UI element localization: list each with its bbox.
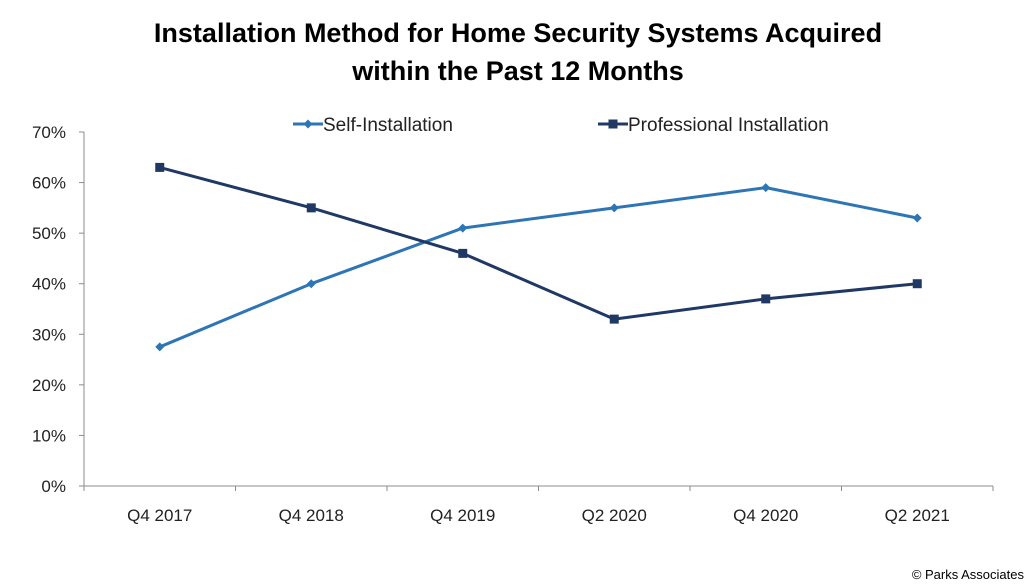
legend-label: Self-Installation <box>323 115 453 136</box>
x-tick-label: Q2 2021 <box>885 506 950 525</box>
legend-marker <box>303 119 313 129</box>
x-tick-label: Q4 2019 <box>430 506 495 525</box>
series-line-2 <box>159 165 918 321</box>
legend-marker <box>608 119 618 129</box>
data-point <box>155 342 165 352</box>
y-tick-label: 60% <box>32 174 66 193</box>
y-tick-label: 70% <box>32 123 66 142</box>
data-point <box>761 183 771 193</box>
y-tick-label: 40% <box>32 275 66 294</box>
chart-title-line-2: within the Past 12 Months <box>352 56 684 86</box>
y-tick-label: 30% <box>32 325 66 344</box>
x-tick-label: Q2 2020 <box>582 506 647 525</box>
copyright-credit: © Parks Associates <box>911 567 1024 582</box>
legend-label: Professional Installation <box>628 115 829 136</box>
x-tick-label: Q4 2020 <box>733 506 798 525</box>
data-point <box>306 279 316 289</box>
data-point <box>306 203 316 213</box>
x-tick-label: Q4 2018 <box>279 506 344 525</box>
data-point <box>761 294 771 304</box>
data-point <box>155 162 165 172</box>
data-point <box>609 203 619 213</box>
x-tick-label: Q4 2017 <box>127 506 192 525</box>
chart-title: Installation Method for Home Security Sy… <box>0 14 1036 90</box>
series-line-1 <box>159 186 918 349</box>
data-point <box>609 314 619 324</box>
y-tick-label: 20% <box>32 376 66 395</box>
data-point <box>912 279 922 289</box>
chart-title-line-1: Installation Method for Home Security Sy… <box>153 18 883 48</box>
data-point <box>458 248 468 258</box>
y-tick-label: 50% <box>32 224 66 243</box>
y-tick-label: 0% <box>41 477 66 496</box>
y-tick-label: 10% <box>32 426 66 445</box>
data-point <box>458 223 468 233</box>
data-point <box>912 213 922 223</box>
